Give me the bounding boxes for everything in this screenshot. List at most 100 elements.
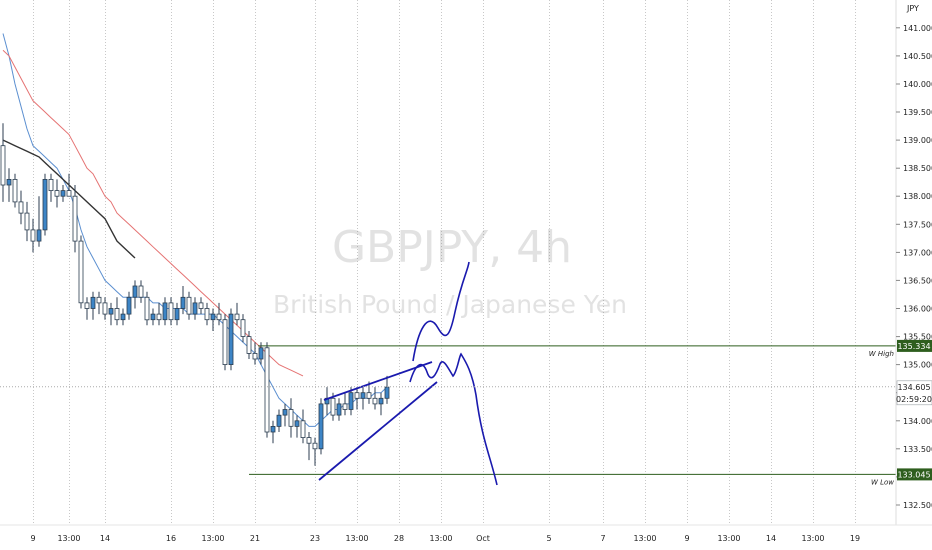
candle[interactable] (336, 403, 342, 416)
candle[interactable] (162, 302, 168, 321)
candle[interactable] (12, 178, 18, 203)
price-tick-label: 136.000 (903, 305, 932, 314)
price-tick-label: 137.500 (903, 220, 932, 229)
candle[interactable] (348, 392, 354, 410)
candle[interactable] (54, 190, 60, 197)
price-tick-label: 141.000 (903, 24, 932, 33)
candle[interactable] (312, 442, 318, 450)
candle[interactable] (264, 347, 270, 433)
candle[interactable] (258, 347, 264, 360)
candle[interactable] (288, 409, 294, 427)
candle[interactable] (114, 308, 120, 321)
candlesticks[interactable] (0, 123, 390, 466)
candle[interactable] (30, 229, 36, 242)
candle[interactable] (198, 302, 204, 309)
price-tick-label: 136.500 (903, 276, 932, 285)
time-tick-label: 13:00 (345, 534, 368, 543)
wedge-upper-trendline[interactable] (323, 361, 433, 401)
time-tick-label: 19 (850, 534, 860, 543)
time-tick-label: 13:00 (633, 534, 656, 543)
vertical-grid (33, 0, 856, 525)
candle[interactable] (246, 336, 252, 354)
current-price-tag (896, 380, 932, 406)
candle[interactable] (384, 386, 390, 399)
level-label: W Low (871, 478, 894, 486)
projection-bullish-path[interactable] (412, 261, 470, 362)
time-tick-label: 14 (100, 534, 110, 543)
candle[interactable] (6, 178, 12, 186)
candle[interactable] (378, 397, 384, 405)
level-label: W High (869, 350, 894, 358)
candle[interactable] (216, 313, 222, 321)
candle[interactable] (126, 296, 132, 315)
candle[interactable] (144, 296, 150, 321)
moving-average-line (2, 49, 304, 377)
candle[interactable] (252, 352, 258, 360)
candle[interactable] (150, 313, 156, 321)
candle[interactable] (180, 296, 186, 309)
price-tick-label: 138.000 (903, 192, 932, 201)
candle[interactable] (60, 190, 66, 197)
level-price-text: 133.045 (897, 470, 930, 479)
candle[interactable] (210, 313, 216, 321)
candle[interactable] (360, 392, 366, 399)
time-tick-label: 9 (30, 534, 35, 543)
time-tick-label: 14 (766, 534, 776, 543)
candle[interactable] (204, 308, 210, 321)
candle[interactable] (342, 403, 348, 410)
candle[interactable] (186, 296, 192, 315)
candle[interactable] (0, 145, 6, 186)
candle[interactable] (366, 392, 372, 399)
candle[interactable] (276, 414, 282, 427)
candle[interactable] (354, 392, 360, 399)
candle[interactable] (330, 397, 336, 416)
candle[interactable] (48, 178, 54, 191)
drawings[interactable] (318, 261, 498, 486)
currency-label: JPY (906, 4, 919, 13)
time-tick-label: 13:00 (801, 534, 824, 543)
candle[interactable] (306, 437, 312, 444)
time-axis[interactable]: 9 13:00 14 16 13:00 21 23 13:00 28 13:00 Oct 5 7 9 13:… (30, 534, 860, 543)
candle[interactable] (300, 420, 306, 438)
level-price-text: 135.334 (897, 342, 930, 351)
time-tick-label: 7 (600, 534, 605, 543)
candle[interactable] (108, 308, 114, 315)
candle[interactable] (132, 285, 138, 298)
candle[interactable] (72, 195, 78, 242)
candle[interactable] (192, 302, 198, 315)
candle[interactable] (120, 313, 126, 321)
candle[interactable] (42, 178, 48, 231)
candle[interactable] (84, 302, 90, 309)
price-tick-label: 140.500 (903, 52, 932, 61)
candle[interactable] (174, 308, 180, 321)
time-tick-label: 23 (310, 534, 320, 543)
candle[interactable] (282, 409, 288, 416)
wedge-lower-trendline[interactable] (318, 381, 438, 481)
candle[interactable] (240, 319, 246, 337)
time-tick-label: 5 (546, 534, 551, 543)
candle[interactable] (294, 420, 300, 427)
projection-bearish-path[interactable] (409, 352, 498, 486)
candle[interactable] (138, 285, 144, 298)
candle[interactable] (36, 229, 42, 242)
candle[interactable] (372, 397, 378, 405)
current-price-text: 134.605 (897, 383, 930, 392)
candle[interactable] (156, 313, 162, 321)
candle[interactable] (96, 296, 102, 304)
candle[interactable] (168, 302, 174, 321)
candle[interactable] (228, 313, 234, 366)
candle[interactable] (222, 319, 228, 366)
candle[interactable] (78, 240, 84, 304)
candle[interactable] (90, 296, 96, 309)
horizontal-levels[interactable]: W High W Low (249, 345, 896, 487)
candle[interactable] (66, 190, 72, 197)
candle[interactable] (318, 403, 324, 450)
candle[interactable] (234, 313, 240, 321)
candle[interactable] (24, 212, 30, 231)
candle[interactable] (18, 201, 24, 214)
time-tick-label: 16 (166, 534, 176, 543)
candle[interactable] (270, 425, 276, 433)
candle[interactable] (102, 302, 108, 315)
